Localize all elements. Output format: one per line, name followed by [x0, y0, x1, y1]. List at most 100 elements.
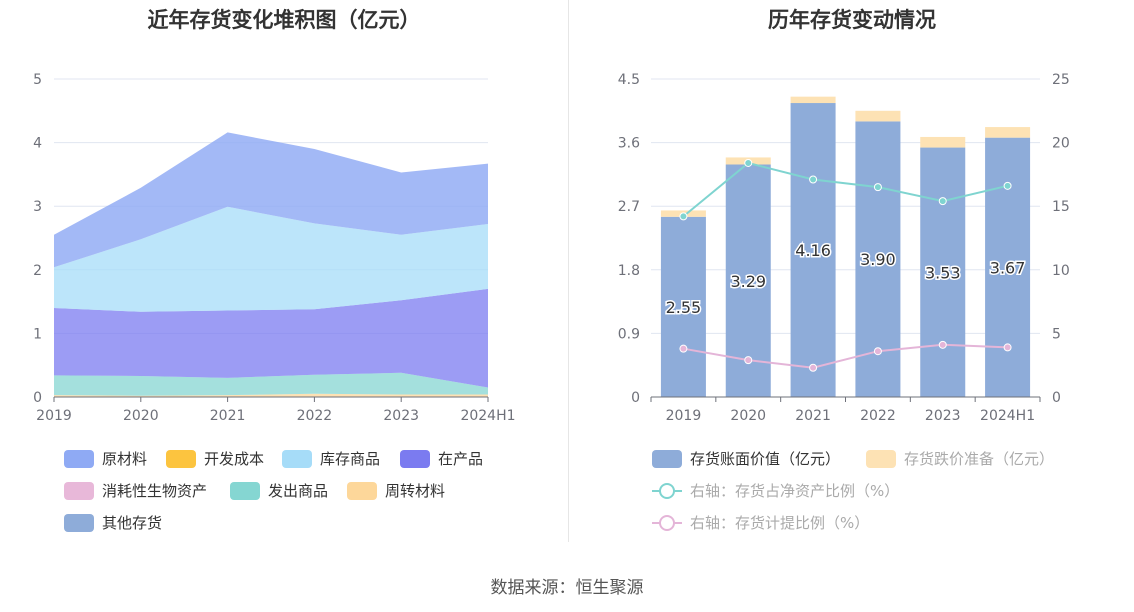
- right-y-right-tick-label: 5: [1052, 326, 1061, 342]
- bar-book-value[interactable]: [920, 147, 966, 397]
- legend-label: 其他存货: [102, 514, 163, 532]
- line-point[interactable]: [1003, 181, 1012, 190]
- legend-swatch: [64, 513, 94, 532]
- area-series-6[interactable]: [54, 393, 488, 397]
- right-y-right-tick-label: 20: [1052, 136, 1070, 152]
- line-series-1[interactable]: [683, 343, 1008, 369]
- right-y-left-tick-label: 0: [631, 390, 640, 406]
- left-legend-item[interactable]: 原材料: [64, 448, 147, 469]
- bar-value-label: 3.90: [860, 250, 896, 269]
- right-y-right-tick-label: 15: [1052, 199, 1070, 215]
- legend-swatch: [652, 482, 682, 500]
- left-legend-item[interactable]: 其他存货: [64, 512, 162, 533]
- left-chart-title: 近年存货变化堆积图（亿元）: [147, 8, 421, 32]
- legend-label: 消耗性生物资产: [102, 482, 208, 500]
- right-legend-item[interactable]: 存货跌价准备（亿元）: [866, 448, 1054, 469]
- left-chart-areas: [54, 132, 488, 397]
- legend-swatch: [347, 481, 377, 500]
- bar-impairment-provision[interactable]: [985, 127, 1031, 138]
- right-chart-grid: [651, 78, 1040, 334]
- bar-impairment-provision[interactable]: [790, 96, 836, 104]
- legend-swatch: [166, 449, 196, 468]
- left-chart-axes: 0 1 2 3 4 5 2019 2020 2021 2022 2023 2024H1: [33, 72, 515, 424]
- area-series-2[interactable]: [54, 206, 488, 312]
- area-series-5[interactable]: [54, 372, 488, 396]
- line-point[interactable]: [1003, 343, 1012, 352]
- bar-book-value[interactable]: [790, 103, 836, 397]
- line-point[interactable]: [873, 183, 882, 192]
- legend-swatch: [866, 449, 896, 468]
- line-point[interactable]: [809, 363, 818, 372]
- left-y-tick-label: 3: [33, 199, 42, 215]
- left-legend-item[interactable]: 在产品: [400, 448, 483, 469]
- legend-swatch: [230, 481, 260, 500]
- left-x-tick-label: 2021: [210, 408, 246, 424]
- right-x-tick-label: 2021: [795, 408, 831, 424]
- data-source-footer: 数据来源：恒生聚源: [490, 578, 644, 598]
- right-y-left-tick-label: 2.7: [618, 199, 640, 215]
- bar-value-label: 3.67: [990, 258, 1026, 277]
- right-x-tick-label: 2020: [730, 408, 766, 424]
- left-x-tick-label: 2024H1: [460, 408, 515, 424]
- legend-swatch: [652, 514, 682, 532]
- left-x-tick-label: 2023: [383, 408, 419, 424]
- right-x-tick-label: 2022: [860, 408, 896, 424]
- left-y-tick-label: 1: [33, 326, 42, 342]
- legend-swatch: [652, 449, 682, 468]
- right-y-left-tick-label: 1.8: [618, 263, 640, 279]
- right-y-right-tick-label: 10: [1052, 263, 1070, 279]
- legend-swatch: [282, 449, 312, 468]
- line-point[interactable]: [938, 197, 947, 206]
- left-legend-item[interactable]: 消耗性生物资产: [64, 480, 207, 501]
- legend-label: 开发成本: [204, 450, 265, 468]
- right-y-left-tick-label: 3.6: [618, 136, 640, 152]
- right-y-right-tick-label: 25: [1052, 72, 1070, 88]
- right-y-right-tick-label: 0: [1052, 390, 1061, 406]
- bar-book-value[interactable]: [660, 216, 706, 397]
- left-legend-item[interactable]: 库存商品: [282, 448, 380, 469]
- left-x-tick-label: 2022: [297, 408, 333, 424]
- legend-label: 发出商品: [268, 482, 329, 500]
- line-point[interactable]: [679, 212, 688, 221]
- left-x-tick-label: 2019: [36, 408, 72, 424]
- bar-impairment-provision[interactable]: [920, 136, 966, 148]
- left-y-tick-label: 5: [33, 72, 42, 88]
- legend-label: 原材料: [102, 450, 148, 468]
- right-y-left-tick-label: 0.9: [618, 326, 640, 342]
- right-legend-item[interactable]: 右轴：存货计提比例（%）: [652, 512, 869, 533]
- right-x-tick-label: 2024H1: [980, 408, 1035, 424]
- line-series-0[interactable]: [682, 161, 1008, 218]
- legend-swatch: [64, 449, 94, 468]
- line-point[interactable]: [744, 158, 753, 167]
- right-chart-labels: 2.55 3.29 4.16 3.90 3.53 3.67: [664, 240, 1027, 319]
- right-chart-lines: [679, 158, 1012, 372]
- left-legend-item[interactable]: 周转材料: [347, 480, 445, 501]
- line-point[interactable]: [938, 340, 947, 349]
- left-y-tick-label: 4: [33, 136, 42, 152]
- bar-book-value[interactable]: [985, 137, 1031, 398]
- legend-label: 周转材料: [385, 482, 446, 500]
- right-legend-item[interactable]: 右轴：存货占净资产比例（%）: [652, 480, 899, 501]
- panel-divider: [568, 0, 569, 542]
- right-legend-item[interactable]: 存货账面价值（亿元）: [652, 448, 840, 469]
- area-series-3[interactable]: [54, 288, 488, 388]
- right-x-tick-label: 2019: [666, 408, 702, 424]
- bar-value-label: 3.29: [730, 272, 766, 291]
- bar-value-label: 4.16: [795, 241, 831, 260]
- area-series-0[interactable]: [54, 132, 488, 268]
- left-legend-item[interactable]: 开发成本: [166, 448, 264, 469]
- legend-label: 库存商品: [320, 450, 381, 468]
- left-y-tick-label: 0: [33, 390, 42, 406]
- line-point[interactable]: [873, 347, 882, 356]
- legend-label: 右轴：存货占净资产比例（%）: [690, 482, 900, 500]
- line-point[interactable]: [809, 175, 818, 184]
- right-x-tick-label: 2023: [925, 408, 961, 424]
- line-point[interactable]: [679, 344, 688, 353]
- bar-value-label: 3.53: [925, 263, 961, 282]
- bar-impairment-provision[interactable]: [855, 110, 901, 122]
- legend-label: 在产品: [438, 450, 484, 468]
- line-point[interactable]: [744, 356, 753, 365]
- right-chart-title: 历年存货变动情况: [768, 8, 936, 32]
- left-legend-item[interactable]: 发出商品: [230, 480, 328, 501]
